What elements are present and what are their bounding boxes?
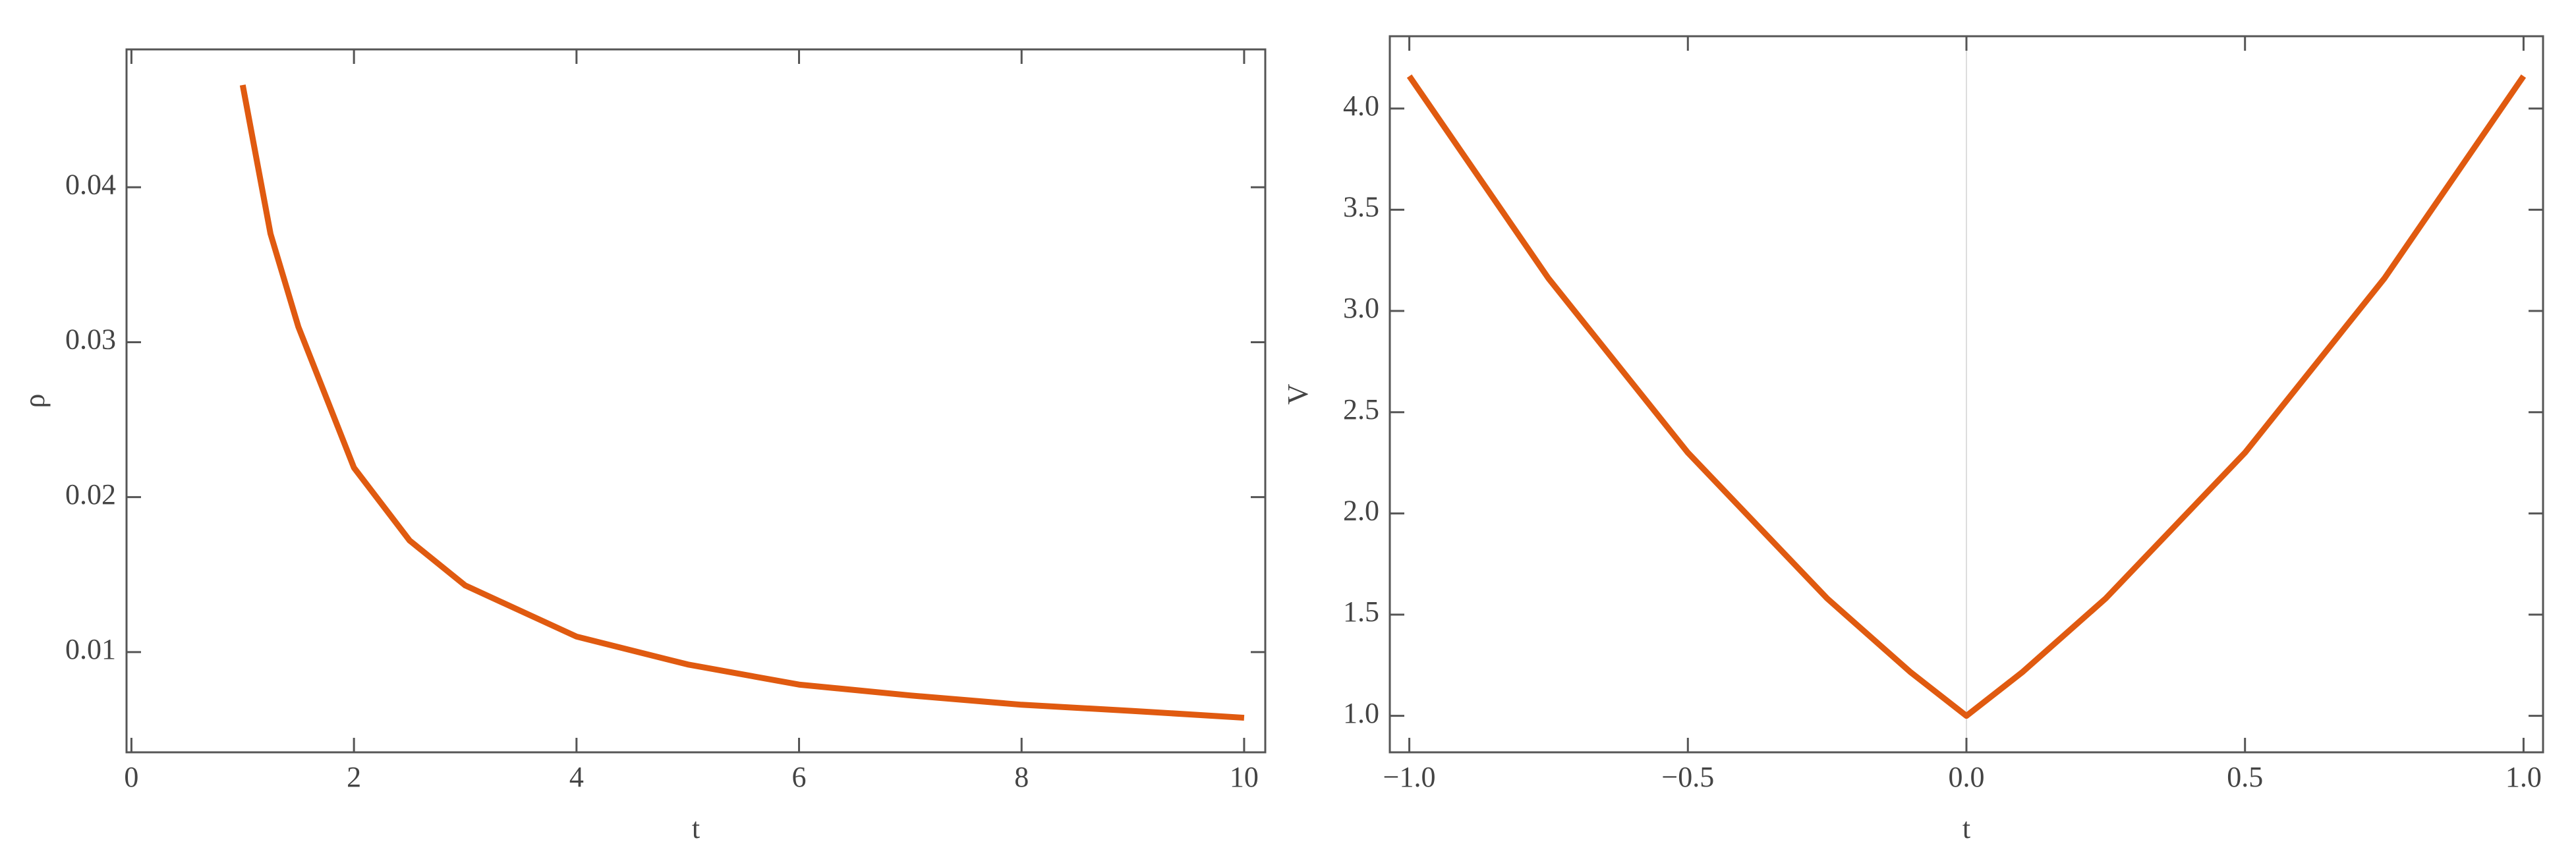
data-line: [239, 84, 1245, 721]
x-tick-label: 0: [124, 761, 138, 793]
x-tick-label: −1.0: [1383, 761, 1436, 793]
y-tick-label: 0.02: [65, 478, 116, 511]
x-tick-label: 4: [569, 761, 584, 793]
plot-frame: [125, 48, 1267, 754]
y-tick-label: 0.03: [65, 323, 116, 356]
y-tick-label: 3.5: [1343, 190, 1379, 223]
x-tick-label: 0.0: [1949, 761, 1985, 793]
x-tick-label: −0.5: [1661, 761, 1714, 793]
x-tick-label: 2: [347, 761, 361, 793]
x-tick-label: 8: [1014, 761, 1029, 793]
y-tick-label: 1.0: [1343, 697, 1379, 729]
x-tick-label: 6: [792, 761, 807, 793]
x-tick-label: 1.0: [2505, 761, 2542, 793]
data-line: [1406, 74, 2527, 719]
y-tick-label: 2.0: [1343, 494, 1379, 526]
y-axis-label: V: [1282, 383, 1314, 404]
x-tick-label: 0.5: [2227, 761, 2263, 793]
x-axis-label: t: [1962, 812, 1970, 845]
y-tick-label: 0.01: [65, 633, 116, 665]
y-tick-label: 1.5: [1343, 596, 1379, 628]
x-tick-label: 10: [1230, 761, 1259, 793]
y-tick-label: 4.0: [1343, 90, 1379, 122]
y-axis-label: ρ: [18, 394, 51, 408]
y-tick-label: 0.04: [65, 168, 116, 200]
y-tick-label: 2.5: [1343, 393, 1379, 426]
y-tick-label: 3.0: [1343, 292, 1379, 324]
x-axis-label: t: [692, 812, 700, 845]
